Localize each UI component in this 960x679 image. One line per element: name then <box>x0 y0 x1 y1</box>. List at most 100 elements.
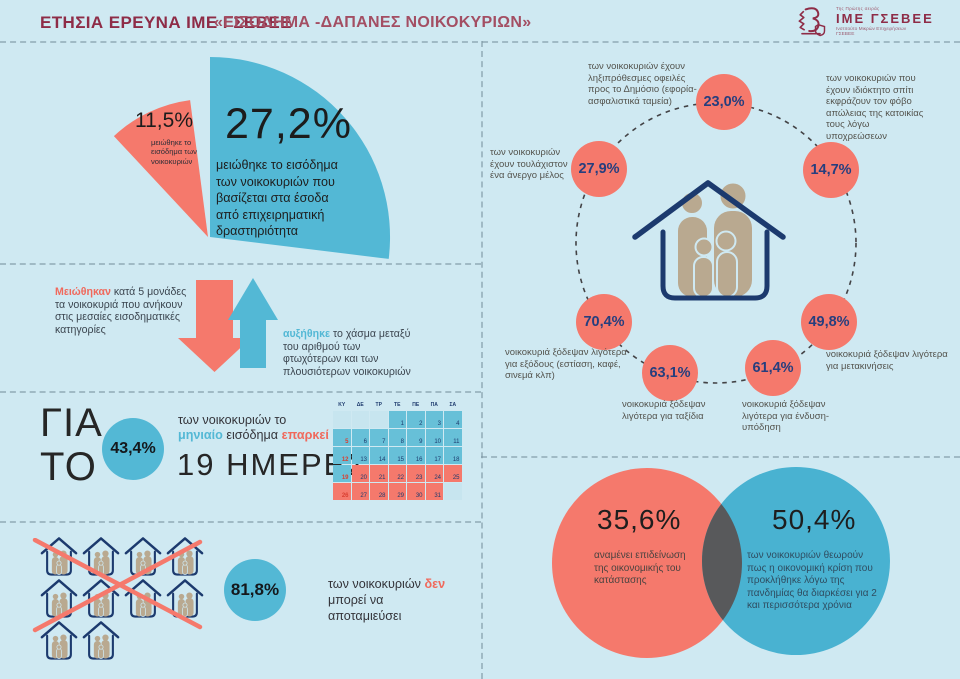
suffices-highlight: επαρκεί <box>281 428 329 442</box>
household-stats-diagram <box>575 102 857 384</box>
middle-class-highlight: Μειώθηκαν <box>55 286 111 298</box>
separator-right-1 <box>481 456 960 458</box>
calendar-cell: 31 <box>425 483 443 500</box>
for-the-line2: ΤΟ <box>40 445 97 489</box>
stat-label-home-loss-fear: των νοικοκυριών που έχουν ιδιόκτητο σπίτ… <box>826 73 924 142</box>
calendar-cell: 13 <box>351 447 369 464</box>
calendar-cell: 18 <box>444 447 462 464</box>
calendar-cell <box>333 411 351 428</box>
calendar-cell: 9 <box>407 429 425 446</box>
savings-percent-badge: 81,8% <box>224 559 286 621</box>
middle-class-caption: Μειώθηκαν κατά 5 μονάδες τα νοικοκυριά π… <box>55 286 195 336</box>
separator-left-2 <box>0 391 481 393</box>
stat-bubble-arrears: 23,0% <box>696 74 752 130</box>
pie-large-caption: μειώθηκε το εισόδημα των νοικοκυριών που… <box>216 158 338 238</box>
logo-subtitle-1: Ινστιτούτο Μικρών Επιχειρήσεων <box>836 26 907 32</box>
venn-red-caption: αναμένει επιδείνωση της οικονομικής του … <box>594 550 686 587</box>
pie-slice-27-2 <box>210 56 391 259</box>
gsevee-logo: Της Πρώτης σειράς ΙΜΕ ΓΣΕΒΕΕ Ινστιτούτο … <box>792 3 957 41</box>
venn-blue-value: 50,4% <box>772 504 857 535</box>
calendar-cell: 6 <box>351 429 369 446</box>
calendar-day-header: ΔΕ <box>356 401 364 408</box>
calendar-cell <box>351 411 369 428</box>
gap-caption: αυξήθηκε το χάσμα μεταξύ του αριθμού των… <box>283 328 413 378</box>
calendar-cell: 21 <box>370 465 388 482</box>
calendar-cell: 11 <box>444 429 462 446</box>
calendar-cell <box>370 411 388 428</box>
calendar-cell: 29 <box>388 483 406 500</box>
calendar-cell: 30 <box>407 483 425 500</box>
income-days-caption-2: μηνιαίο εισόδημα επαρκεί <box>178 428 329 442</box>
stat-label-travel: νοικοκυριά ξόδεψαν λιγότερα για ταξίδια <box>622 399 706 422</box>
income-days-caption-1: των νοικοκυριών το <box>178 413 287 427</box>
house-center-icon <box>632 180 786 301</box>
calendar-day-header: ΤΕ <box>394 401 401 408</box>
calendar-cell: 2 <box>407 411 425 428</box>
calendar-cell: 7 <box>370 429 388 446</box>
separator-left-3 <box>0 521 481 523</box>
stat-label-transport: νοικοκυριά ξόδεψαν λιγότερα για μετακινή… <box>826 349 948 372</box>
arrow-up-icon <box>228 278 278 368</box>
calendar-cell: 12 <box>333 447 351 464</box>
calendar-cell: 5 <box>333 429 351 446</box>
savings-caption-post: μπορεί να αποταμιεύσει <box>328 593 402 623</box>
income-days-percent-badge: 43,4% <box>102 418 164 480</box>
stat-bubble-unemployed-member: 27,9% <box>571 141 627 197</box>
calendar-cell: 26 <box>333 483 351 500</box>
venn-diagram <box>552 467 890 658</box>
savings-caption-highlight: δεν <box>424 577 446 591</box>
logo-subtitle-2: ΓΣΕΒΕΕ <box>836 32 855 38</box>
logo-tagline: Της Πρώτης σειράς <box>836 6 880 12</box>
venn-blue-caption: των νοικοκυριών θεωρούν πως η οικονομική… <box>747 550 877 612</box>
page-title: ΕΤΗΣΙΑ ΕΡΕΥΝΑ ΙΜΕ ΓΣΕΒΕΕ <box>40 13 292 32</box>
logo-name: ΙΜΕ ΓΣΕΒΕΕ <box>836 10 934 26</box>
calendar-cell: 15 <box>388 447 406 464</box>
calendar-cell: 1 <box>388 411 406 428</box>
savings-caption: των νοικοκυριών δεν μπορεί να αποταμιεύσ… <box>328 576 446 624</box>
calendar-cell: 3 <box>425 411 443 428</box>
calendar-cell: 10 <box>425 429 443 446</box>
stat-bubble-home-loss-fear: 14,7% <box>803 142 859 198</box>
pie-large-value: 27,2% <box>225 100 352 148</box>
calendar-cell <box>444 483 462 500</box>
pie-small-caption: μειώθηκε το εισόδημα των νοικοκυριών <box>151 138 197 166</box>
arrow-down-icon <box>178 280 251 372</box>
calendar-day-header: ΚΥ <box>338 401 346 408</box>
gsevee-logo-text: Της Πρώτης σειράς ΙΜΕ ΓΣΕΒΕΕ Ινστιτούτο … <box>836 6 934 37</box>
page-subtitle: «ΕΙΣΟΔΗΜΑ -ΔΑΠΑΝΕΣ ΝΟΙΚΟΚΥΡΙΩΝ» <box>214 14 532 31</box>
venn-red-value: 35,6% <box>597 504 682 535</box>
calendar-day-header: ΠΕ <box>412 401 420 408</box>
calendar-cell: 16 <box>407 447 425 464</box>
stat-bubble-clothing: 61,4% <box>745 340 801 396</box>
stat-label-clothing: νοικοκυριά ξόδεψαν λιγότερα για ένδυση- … <box>742 399 830 434</box>
separator-left-1 <box>0 263 481 265</box>
calendar-cell: 14 <box>370 447 388 464</box>
gap-highlight: αυξήθηκε <box>283 328 330 340</box>
calendar-cell: 8 <box>388 429 406 446</box>
pie-small-value: 11,5% <box>135 109 193 132</box>
calendar-cell: 20 <box>351 465 369 482</box>
gap-text: το χάσμα μεταξύ του αριθμού των φτωχότερ… <box>283 328 411 378</box>
stat-bubble-outings: 70,4% <box>576 294 632 350</box>
savings-caption-pre: των νοικοκυριών <box>328 577 425 591</box>
calendar-cell: 24 <box>425 465 443 482</box>
monthly-highlight: μηνιαίο <box>178 428 223 442</box>
gsevee-lion-icon <box>798 7 826 37</box>
middle-class-text: κατά 5 μονάδες τα νοικοκυριά που ανήκουν… <box>55 286 187 336</box>
stat-bubble-travel: 63,1% <box>642 345 698 401</box>
for-the-label: ΓΙΑ ΤΟ <box>40 401 103 489</box>
calendar-cell: 17 <box>425 447 443 464</box>
calendar-day-header: ΠΑ <box>430 401 438 408</box>
calendar-cell: 19 <box>333 465 351 482</box>
calendar-cell: 4 <box>444 411 462 428</box>
stat-label-unemployed-member: των νοικοκυριών έχουν τουλάχιστον ένα άν… <box>490 147 568 182</box>
venn-red-circle <box>552 468 742 658</box>
calendar: ΚΥ ΔΕ ΤΡ ΤΕ ΠΕ ΠΑ ΣΑ 1 2 3 4 5 6 7 8 9 1… <box>333 399 462 500</box>
calendar-cell: 25 <box>444 465 462 482</box>
income-pie-chart <box>113 56 391 259</box>
for-the-line1: ΓΙΑ <box>40 401 103 445</box>
calendar-day-header: ΣΑ <box>449 401 457 408</box>
stat-bubble-transport: 49,8% <box>801 294 857 350</box>
calendar-day-header: ΤΡ <box>375 401 382 408</box>
